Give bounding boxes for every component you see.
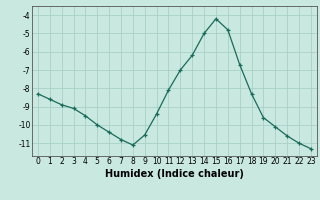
X-axis label: Humidex (Indice chaleur): Humidex (Indice chaleur) [105,169,244,179]
